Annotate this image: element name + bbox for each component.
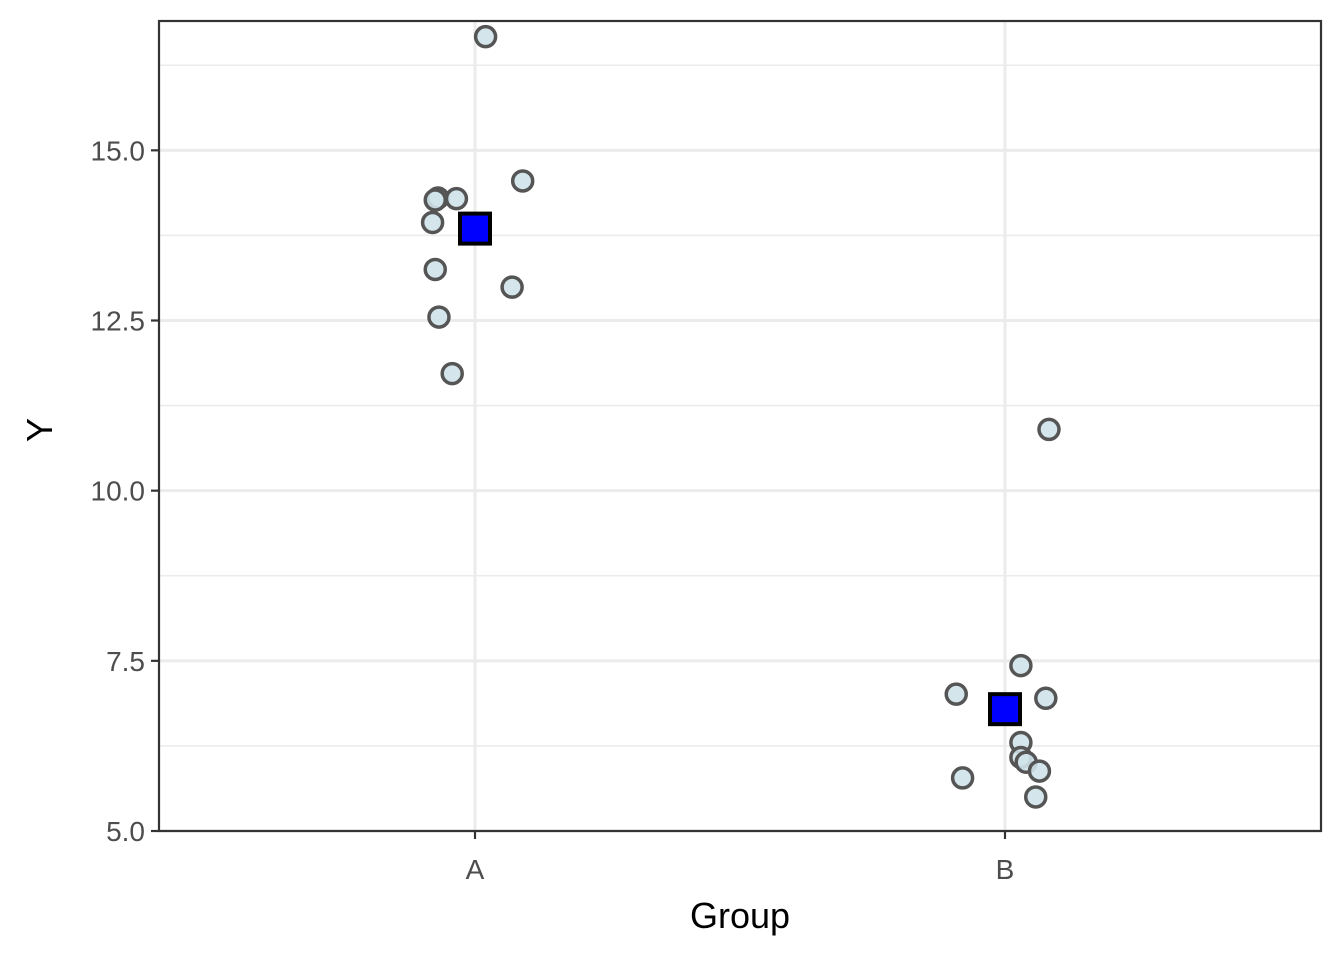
x-axis-title: Group [690,895,790,936]
data-point [1023,785,1048,809]
plot-panel-border [157,19,1323,833]
group-mean-marker [458,211,492,246]
data-point [950,766,975,790]
y-tick-label: 15.0 [91,135,146,166]
points-layer [420,24,1061,809]
data-point [1009,653,1033,678]
y-tick-label: 12.5 [91,305,146,336]
plot-panel-background [159,21,1321,831]
y-tick-label: 10.0 [91,476,146,507]
x-tick-label: B [996,854,1015,885]
data-point [944,682,968,706]
x-tick-label: A [466,854,485,885]
y-tick-label: 5.0 [106,816,145,847]
data-point [473,24,498,49]
data-point [444,186,469,211]
data-point [1037,417,1061,442]
data-point [423,257,447,282]
data-point [420,210,445,235]
group-mean-marker [988,692,1022,727]
y-tick-label: 7.5 [106,646,145,677]
data-point [500,275,524,299]
y-axis-title: Y [19,418,60,442]
data-point [423,188,447,212]
data-point [1027,759,1052,783]
data-point [1034,686,1058,711]
data-point [427,305,451,329]
data-point [510,169,535,193]
axis-layer: 5.0 7.5 10.0 12.5 15.0 A B [91,135,1015,885]
data-point [440,361,464,386]
